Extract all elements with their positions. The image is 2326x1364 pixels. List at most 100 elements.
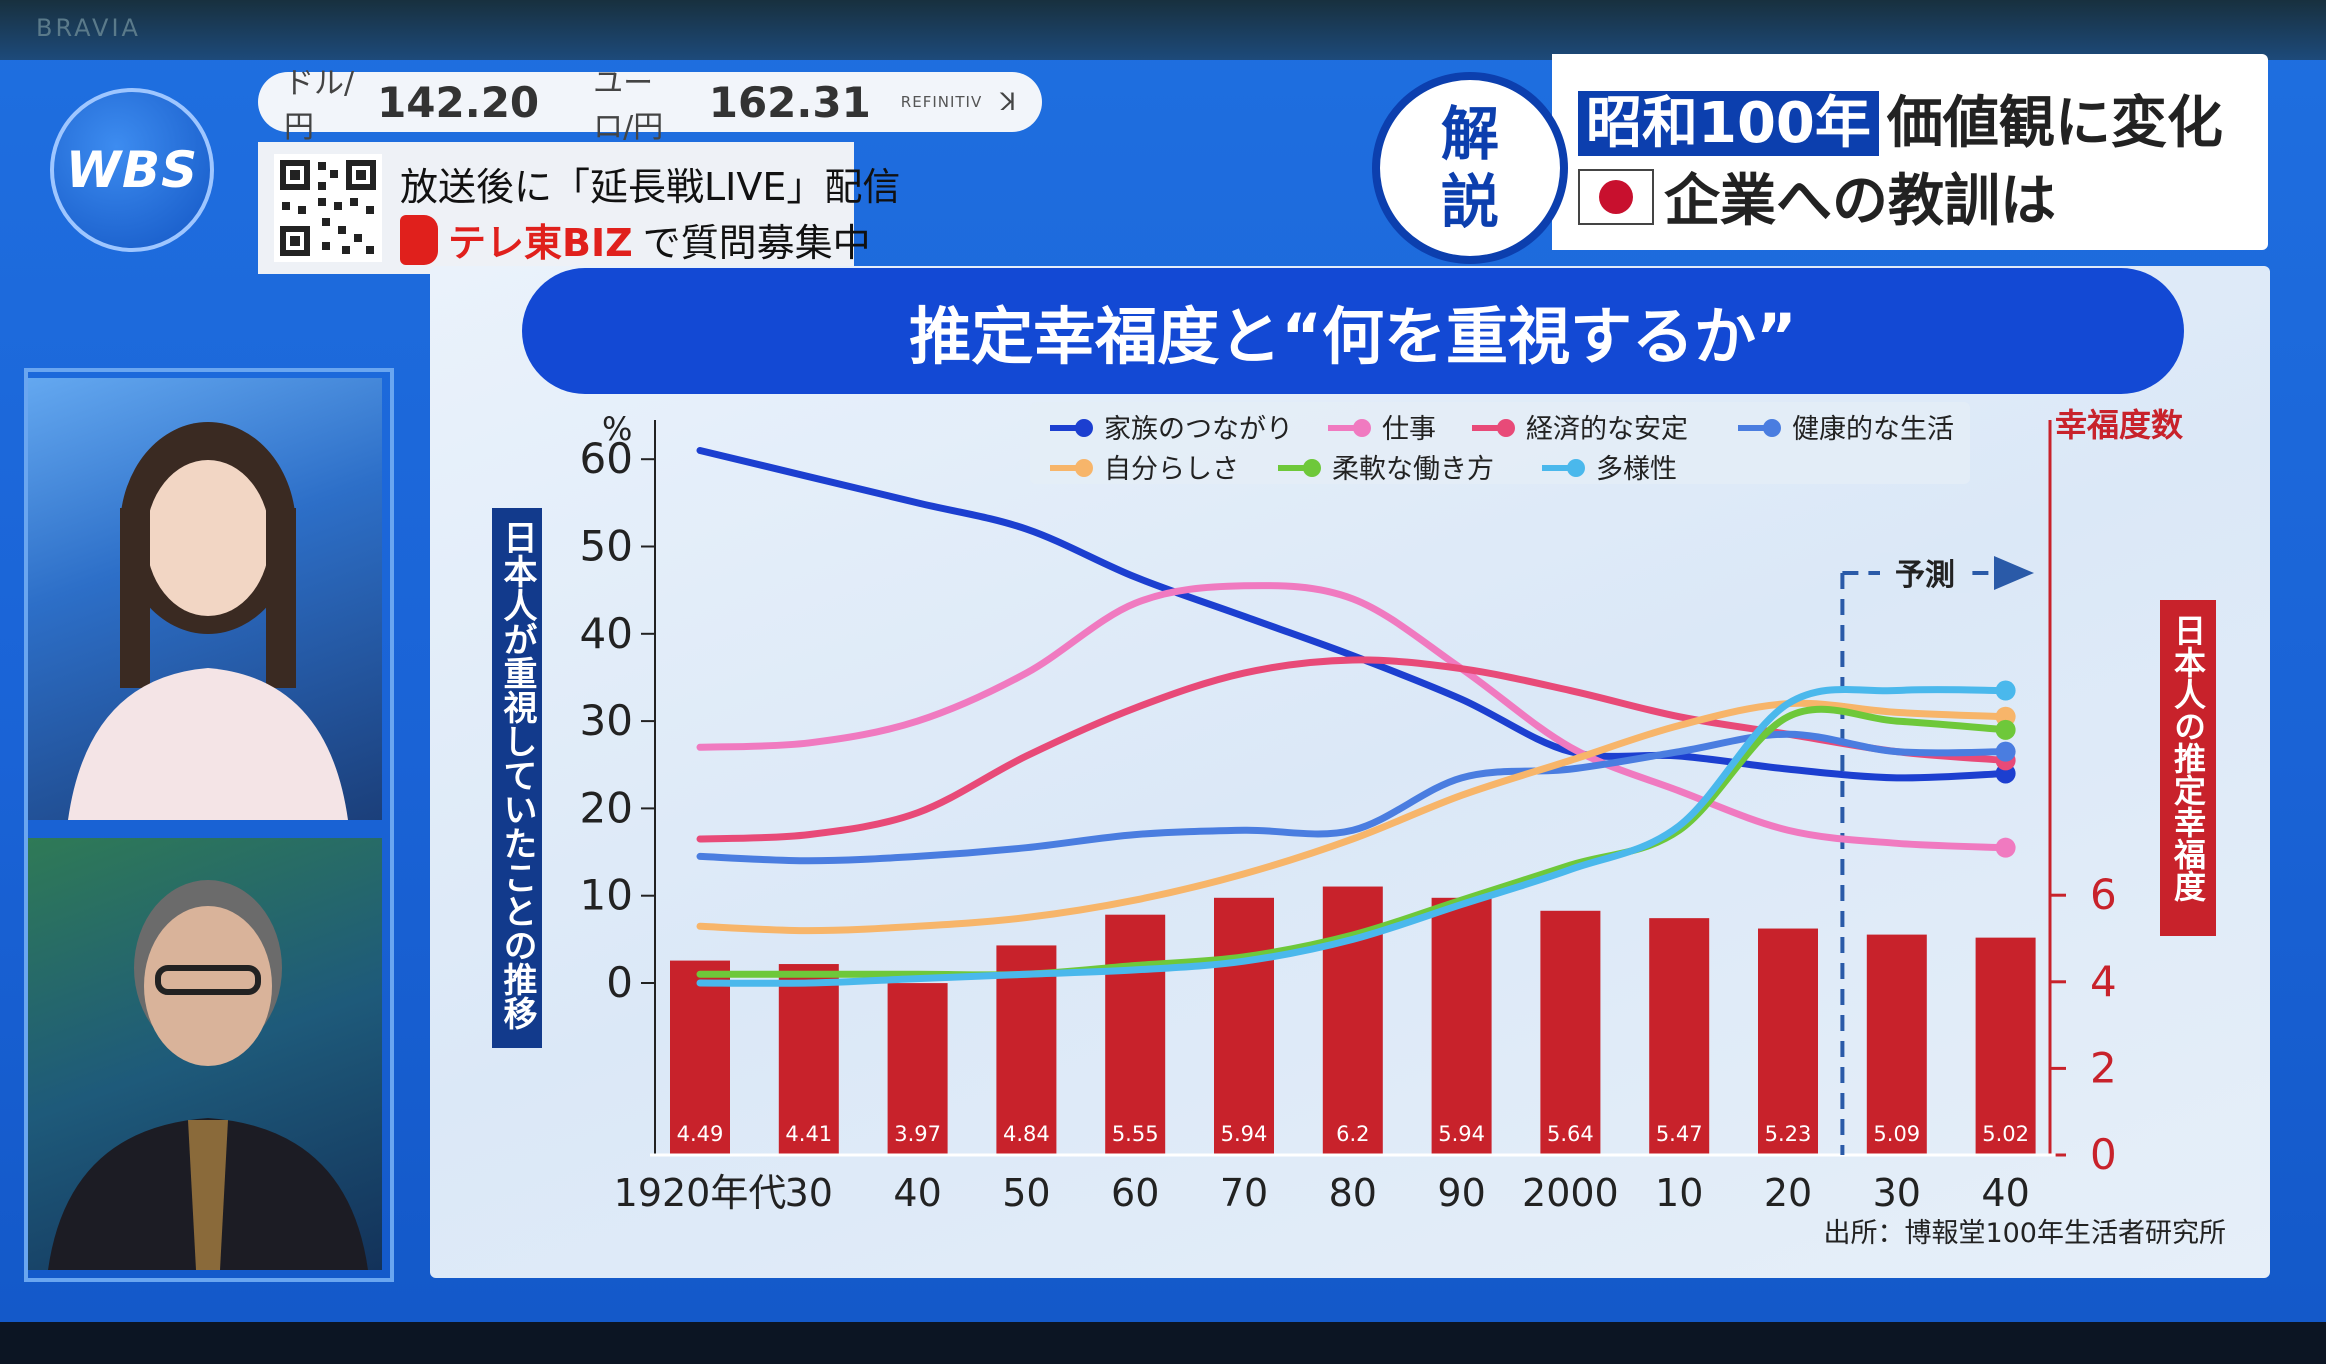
bar-value-label: 5.02 (1982, 1122, 2029, 1146)
bar-value-label: 4.49 (677, 1122, 724, 1146)
legend-label: 仕事 (1382, 414, 1436, 445)
bar-value-label: 5.09 (1873, 1122, 1920, 1146)
right-axis-title: 幸福度数 (2055, 406, 2184, 444)
happiness-bar (996, 945, 1057, 1155)
ticker-source: REFINITIV (900, 93, 983, 111)
legend-swatch-dot (1075, 419, 1093, 437)
legend-label: 自分らしさ (1104, 454, 1239, 485)
presenter-camera (28, 378, 382, 820)
bar-value-label: 5.55 (1112, 1122, 1159, 1146)
happiness-bar (1866, 934, 1927, 1155)
promo-line-1: 放送後に「延長戦LIVE」配信 (400, 165, 901, 209)
promo-biz-name: テレ東BIZ (448, 221, 633, 265)
legend-label: 多様性 (1596, 454, 1677, 485)
bar-value-label: 5.23 (1765, 1122, 1812, 1146)
x-tick-label: 70 (1220, 1171, 1268, 1215)
x-tick-label: 50 (1002, 1171, 1050, 1215)
promo-box: 放送後に「延長戦LIVE」配信 テレ東BIZ で質問募集中 (258, 142, 900, 274)
happiness-bar (1540, 910, 1601, 1155)
forecast-label-bg (1880, 553, 1970, 593)
headline-line-1: 昭和100年 価値観に変化 (1578, 78, 2223, 159)
happiness-bar (887, 983, 948, 1155)
japan-flag-icon (1578, 168, 1654, 225)
bar-group: 4.49 4.41 3.97 4.84 5.55 5.94 6.2 5.94 5.64 5.47 5… (670, 886, 2036, 1155)
line-group (696, 446, 2016, 987)
ticker-value-usd: 142.20 (377, 77, 540, 127)
legend-swatch-dot (1567, 459, 1585, 477)
headline-line-2-text: 企業への教訓は (1664, 169, 2056, 234)
kaisetsu-badge-bottom: 説 (1440, 168, 1499, 236)
x-tick-label: 30 (1873, 1171, 1921, 1215)
series-end-marker (1995, 837, 2016, 858)
ticker-label-usd: ドル/円 (284, 66, 355, 145)
series-end-marker (1995, 741, 2016, 762)
left-axis-tick-label: 10 (580, 871, 633, 920)
kaisetsu-badge-top: 解 (1440, 100, 1499, 168)
bar-value-label: 4.84 (1003, 1122, 1050, 1146)
kaisetsu-badge: 解 説 (1372, 72, 1568, 264)
forecast-label: 予測 (1895, 558, 1955, 593)
happiness-bar (778, 964, 839, 1155)
series-end-marker (1995, 680, 2016, 701)
text-group: 出所：博報堂100年生活者研究所 (1823, 1218, 2226, 1249)
happiness-bar (670, 960, 730, 1155)
legend-label: 柔軟な働き方 (1332, 454, 1494, 485)
legend-box (1030, 402, 1970, 484)
happiness-bar (1649, 918, 1710, 1155)
chart-title: 推定幸福度と“何を重視するか” (522, 268, 2184, 394)
right-axis-tick-label: 0 (2090, 1130, 2117, 1179)
bar-value-label: 5.94 (1221, 1122, 1268, 1146)
bar-value-label: 3.97 (894, 1122, 941, 1146)
legend-swatch-dot (1353, 419, 1371, 437)
happiness-bar (1214, 897, 1274, 1155)
x-tick-label: 60 (1111, 1171, 1159, 1215)
x-tick-label: 90 (1437, 1171, 1485, 1215)
right-axis-tick-label: 2 (2090, 1043, 2117, 1092)
bar-value-label: 5.94 (1438, 1122, 1485, 1146)
x-tick-label: 20 (1764, 1171, 1812, 1215)
program-logo-text: WBS (65, 141, 199, 199)
happiness-bar (1975, 937, 2036, 1155)
bar-value-label: 6.2 (1336, 1122, 1369, 1146)
x-tick-label: 10 (1655, 1171, 1703, 1215)
ticker-source-icon: ꓘ (1000, 88, 1016, 116)
left-axis-tick-label: 30 (580, 696, 633, 745)
left-axis-tick-label: 40 (580, 609, 633, 658)
commentator-camera (28, 838, 382, 1270)
happiness-bar (1105, 914, 1166, 1155)
right-axis-tick-label: 6 (2090, 870, 2117, 919)
legend-swatch-dot (1497, 419, 1515, 437)
happiness-bar (1431, 897, 1492, 1155)
legend-swatch-dot (1303, 459, 1321, 477)
headline-highlight: 昭和100年 (1578, 91, 1879, 156)
tv-brand: BRAVIA (36, 14, 141, 42)
legend-label: 健康的な生活 (1792, 414, 1954, 445)
series-line (696, 582, 2010, 852)
x-tick-label: 1920年代 (614, 1171, 787, 1215)
x-tick-label: 40 (1981, 1171, 2029, 1215)
headline-box: 昭和100年 価値観に変化 企業への教訓は (1552, 54, 2268, 250)
left-axis-title: 日本人が重視していたことの推移 (497, 520, 537, 1030)
promo-line-2: テレ東BIZ で質問募集中 (400, 212, 871, 267)
series-line (696, 656, 2010, 843)
series-end-marker (1995, 719, 2016, 740)
tele-biz-logo-icon (400, 214, 438, 265)
left-axis-tick-label: 60 (580, 434, 633, 483)
right-axis-label-box (2160, 600, 2216, 936)
right-axis-label: 日本人の推定幸福度 (2169, 614, 2207, 903)
camera-frame (24, 368, 394, 1282)
happiness-bar (1758, 928, 1818, 1155)
bar-value-label: 5.47 (1656, 1122, 1703, 1146)
bar-value-label: 4.41 (785, 1122, 832, 1146)
tv-bezel-top (0, 0, 2326, 60)
qr-code-icon (274, 154, 382, 262)
ticker-value-eur: 162.31 (708, 77, 871, 127)
bar-value-label: 5.64 (1547, 1122, 1594, 1146)
left-axis-title-box (492, 508, 542, 1048)
left-axis-tick-label: 50 (580, 522, 633, 571)
left-axis-tick-label: 0 (606, 958, 633, 1007)
legend-swatch-dot (1075, 459, 1093, 477)
x-tick-label: 2000 (1522, 1171, 1619, 1215)
